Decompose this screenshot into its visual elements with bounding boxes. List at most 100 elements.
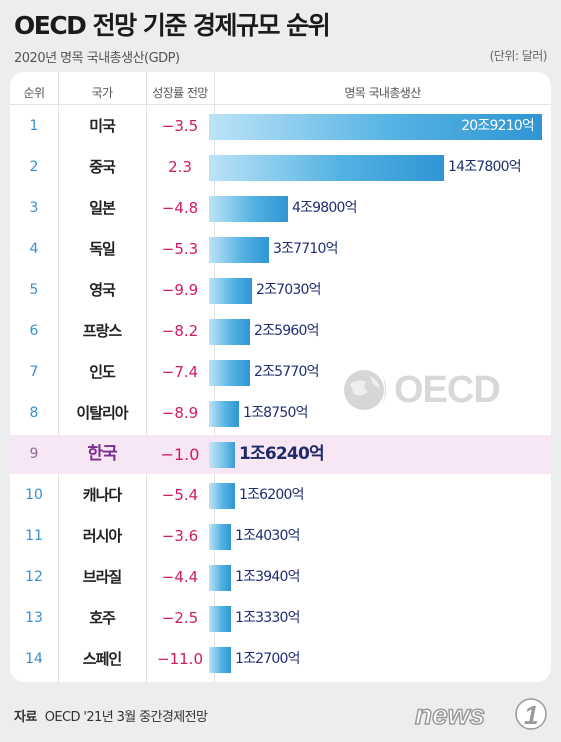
gdp-bar — [209, 155, 444, 181]
globe-icon — [344, 370, 386, 410]
table-row: 11 러시아 −3.6 1조4030억 — [10, 517, 551, 556]
gdp-value-label: 2조5960억 — [254, 323, 319, 339]
source-label: 자료 — [14, 710, 37, 725]
ranking-table: 순위 국가 성장률 전망 명목 국내총생산 1 미국 −3.5 20조9210억 2 중국… — [10, 72, 551, 682]
gdp-bar — [209, 483, 235, 509]
country-cell: 미국 — [89, 117, 116, 135]
gdp-value-label: 4조9800억 — [292, 200, 357, 216]
header-rank: 순위 — [23, 86, 45, 100]
gdp-value-label: 14조7800억 — [448, 159, 522, 175]
growth-cell: −2.5 — [161, 609, 199, 627]
growth-cell: −3.5 — [161, 117, 199, 135]
gdp-bar — [209, 196, 288, 222]
chart-subtitle: 2020년 명목 국내총생산(GDP) — [14, 51, 180, 66]
growth-cell: −7.4 — [161, 363, 199, 381]
table-row: 5 영국 −9.9 2조7030억 — [10, 271, 551, 310]
growth-cell: −1.0 — [160, 445, 200, 464]
growth-cell: 2.3 — [168, 158, 192, 176]
svg-text:1: 1 — [524, 700, 538, 730]
rank-cell: 11 — [25, 528, 43, 544]
country-cell: 한국 — [87, 444, 117, 464]
rank-cell: 6 — [29, 323, 39, 339]
oecd-watermark-text: OECD — [394, 369, 501, 411]
gdp-bar — [209, 524, 231, 550]
rank-cell: 9 — [29, 446, 39, 462]
table-row: 10 캐나다 −5.4 1조6200억 — [10, 476, 551, 515]
gdp-value-label: 1조3940억 — [235, 569, 300, 585]
gdp-bar — [209, 401, 239, 427]
gdp-value-label: 20조9210억 — [461, 118, 535, 134]
gdp-bar — [209, 442, 235, 468]
rank-cell: 13 — [25, 610, 43, 626]
column-divider — [146, 72, 147, 682]
table-row: 9 한국 −1.0 1조6240억 — [10, 435, 551, 474]
gdp-bar — [209, 278, 252, 304]
growth-cell: −4.8 — [161, 199, 199, 217]
news1-logo: news 1 — [414, 698, 547, 731]
country-cell: 호주 — [89, 609, 116, 627]
gdp-value-label: 1조6200억 — [239, 487, 304, 503]
country-cell: 브라질 — [82, 568, 122, 586]
gdp-value-label: 1조2700억 — [235, 651, 300, 667]
table-row: 2 중국 2.3 14조7800억 — [10, 148, 551, 187]
gdp-value-label: 1조4030억 — [235, 528, 300, 544]
table-row: 8 이탈리아 −8.9 1조8750억 — [10, 394, 551, 433]
gdp-value-label: 3조7710억 — [273, 241, 338, 257]
growth-cell: −5.3 — [161, 240, 199, 258]
news1-logo-text: news — [415, 699, 485, 730]
gdp-value-label: 1조3330억 — [235, 610, 300, 626]
gdp-bar — [209, 114, 542, 140]
rank-cell: 12 — [25, 569, 43, 585]
rank-cell: 4 — [29, 241, 39, 257]
table-row: 4 독일 −5.3 3조7710억 — [10, 230, 551, 269]
growth-cell: −8.2 — [161, 322, 199, 340]
gdp-value-label: 2조5770억 — [254, 364, 319, 380]
gdp-bar — [209, 606, 231, 632]
rank-cell: 7 — [29, 364, 39, 380]
table-row: 14 스페인 −11.0 1조2700억 — [10, 640, 551, 679]
country-cell: 인도 — [89, 363, 116, 381]
growth-cell: −11.0 — [157, 650, 203, 668]
country-cell: 러시아 — [82, 527, 122, 545]
country-cell: 독일 — [89, 240, 116, 258]
gdp-bar — [209, 237, 269, 263]
source-text: OECD '21년 3월 중간경제전망 — [44, 710, 208, 725]
table-row: 13 호주 −2.5 1조3330억 — [10, 599, 551, 638]
country-cell: 이탈리아 — [76, 404, 128, 422]
country-cell: 스페인 — [82, 650, 122, 668]
header-country: 국가 — [91, 86, 113, 100]
page-title: OECD 전망 기준 경제규모 순위 — [14, 11, 331, 40]
country-cell: 중국 — [89, 158, 116, 176]
table-row: 3 일본 −4.8 4조9800억 — [10, 189, 551, 228]
source-note: 자료 OECD '21년 3월 중간경제전망 — [14, 706, 208, 725]
unit-label: (단위: 달러) — [489, 49, 548, 63]
growth-cell: −9.9 — [161, 281, 199, 299]
growth-cell: −3.6 — [161, 527, 199, 545]
gdp-bar — [209, 319, 250, 345]
table-row: 1 미국 −3.5 20조9210억 — [10, 107, 551, 146]
gdp-bar — [209, 647, 231, 673]
gdp-value-label: 1조6240억 — [239, 444, 325, 464]
rank-cell: 3 — [29, 200, 39, 216]
table-row: 7 인도 −7.4 2조5770억 — [10, 353, 551, 392]
country-cell: 영국 — [89, 281, 116, 299]
rank-cell: 8 — [29, 405, 39, 421]
column-divider — [58, 72, 59, 682]
country-cell: 프랑스 — [82, 322, 122, 340]
rank-cell: 1 — [29, 118, 39, 134]
country-cell: 일본 — [89, 199, 116, 217]
rank-cell: 14 — [25, 651, 43, 667]
growth-cell: −4.4 — [161, 568, 199, 586]
header-divider — [10, 104, 551, 105]
gdp-bar — [209, 565, 231, 591]
growth-cell: −5.4 — [161, 486, 199, 504]
header-gdp: 명목 국내총생산 — [344, 86, 421, 100]
table-row: 6 프랑스 −8.2 2조5960억 — [10, 312, 551, 351]
header-growth: 성장률 전망 — [152, 86, 208, 100]
gdp-value-label: 2조7030억 — [256, 282, 321, 298]
rank-cell: 10 — [25, 487, 43, 503]
table-row: 12 브라질 −4.4 1조3940억 — [10, 558, 551, 597]
gdp-value-label: 1조8750억 — [243, 405, 308, 421]
oecd-watermark-logo: OECD — [342, 368, 551, 412]
rank-cell: 5 — [29, 282, 39, 298]
